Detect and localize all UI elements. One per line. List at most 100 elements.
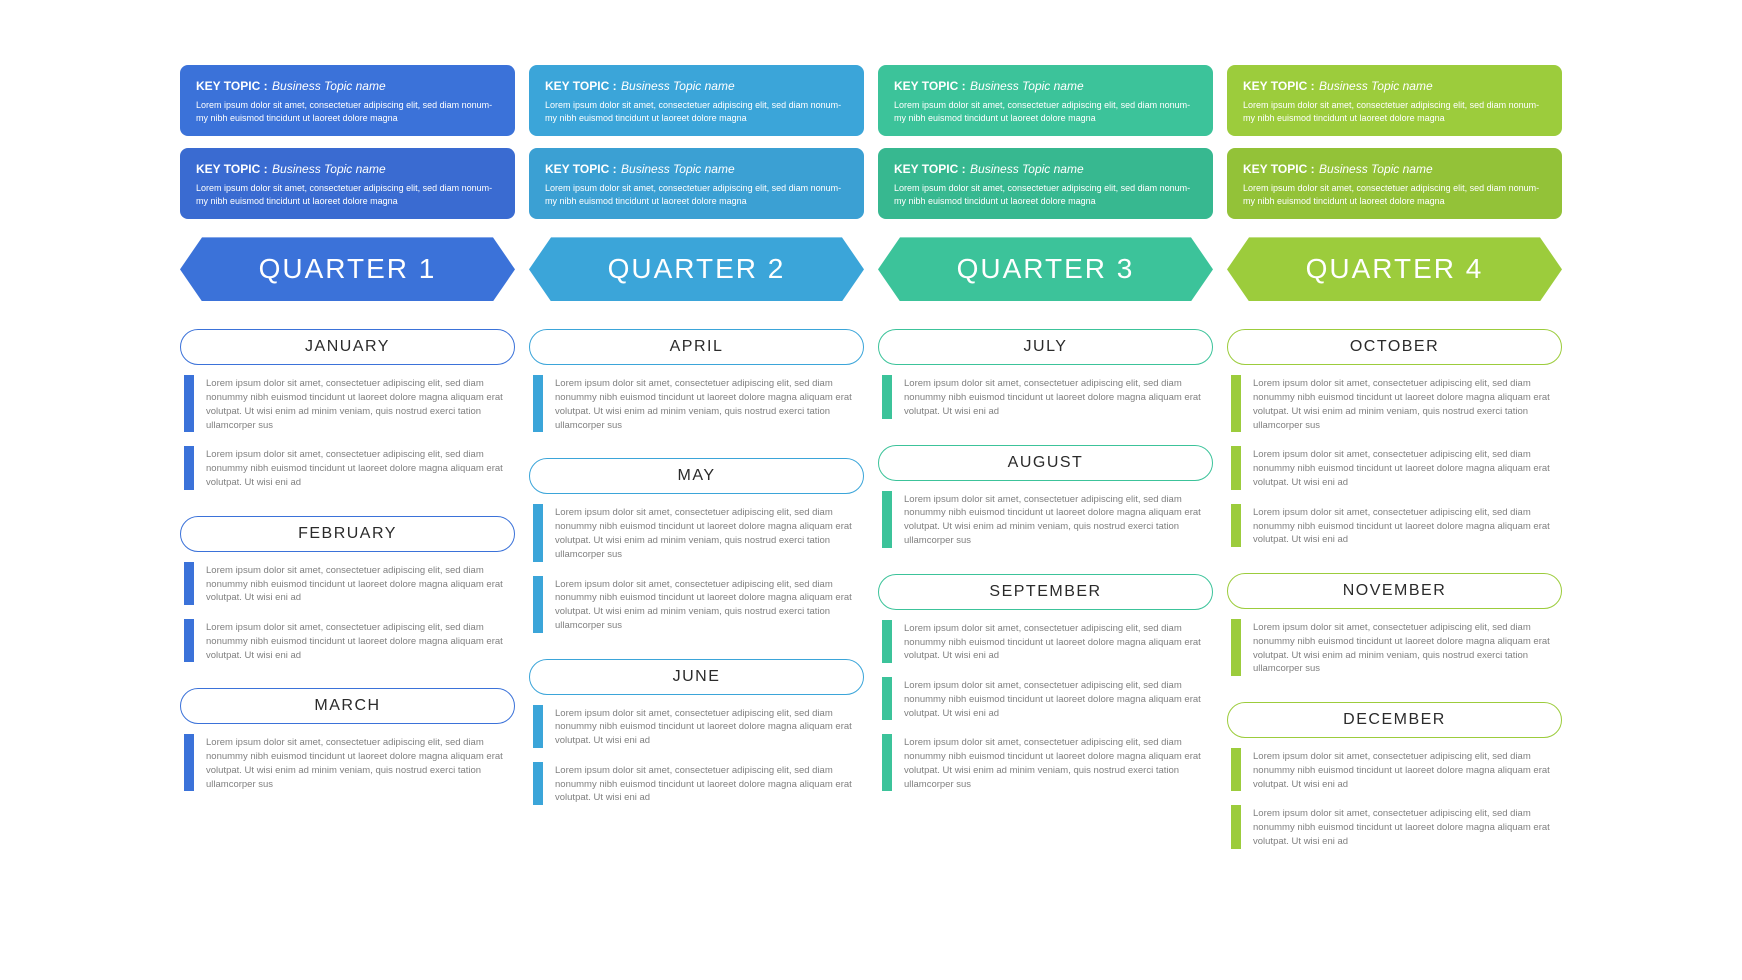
- key-topic-label: KEY TOPIC :: [894, 162, 966, 176]
- bullet-bar: [533, 762, 543, 805]
- bullet-text: Lorem ipsum dolor sit amet, consectetuer…: [206, 734, 515, 791]
- key-topic-label: KEY TOPIC :: [196, 79, 268, 93]
- bullet-text: Lorem ipsum dolor sit amet, consectetuer…: [555, 705, 864, 748]
- bullet-bar: [533, 504, 543, 561]
- bullet-bar: [184, 562, 194, 605]
- key-topic-card: KEY TOPIC : Business Topic nameLorem ips…: [1227, 65, 1562, 136]
- bullet-text: Lorem ipsum dolor sit amet, consectetuer…: [904, 491, 1213, 548]
- bullet-item: Lorem ipsum dolor sit amet, consectetuer…: [180, 375, 515, 432]
- key-topic-description: Lorem ipsum dolor sit amet, consectetuer…: [894, 182, 1197, 207]
- bullet-bar: [1231, 504, 1241, 547]
- bullet-bar: [882, 375, 892, 418]
- bullet-bar: [184, 375, 194, 432]
- key-topic-label: KEY TOPIC :: [1243, 79, 1315, 93]
- key-topic-name: Business Topic name: [621, 79, 735, 93]
- bullet-item: Lorem ipsum dolor sit amet, consectetuer…: [1227, 748, 1562, 791]
- bullet-bar: [184, 734, 194, 791]
- key-topic-card: KEY TOPIC : Business Topic name Lorem ips…: [1227, 148, 1562, 219]
- bullet-bar: [184, 446, 194, 489]
- bullet-item: Lorem ipsum dolor sit amet, consectetuer…: [529, 705, 864, 748]
- bullet-item: Lorem ipsum dolor sit amet, consectetuer…: [180, 734, 515, 791]
- quarterly-roadmap: KEY TOPIC : Business Topic name Lorem ips…: [180, 65, 1562, 863]
- bullet-text: Lorem ipsum dolor sit amet, consectetuer…: [555, 576, 864, 633]
- key-topic-card: KEY TOPIC : Business Topic name Lorem ips…: [529, 148, 864, 219]
- bullet-item: Lorem ipsum dolor sit amet, consectetuer…: [878, 734, 1213, 791]
- bullet-item: Lorem ipsum dolor sit amet, consectetuer…: [1227, 504, 1562, 547]
- key-topic-name: Business Topic name: [621, 162, 735, 176]
- bullet-text: Lorem ipsum dolor sit amet, consectetuer…: [555, 504, 864, 561]
- bullet-item: Lorem ipsum dolor sit amet, consectetuer…: [180, 562, 515, 605]
- bullet-item: Lorem ipsum dolor sit amet, consectetuer…: [1227, 446, 1562, 489]
- quarter-column-4: KEY TOPIC : Business Topic name Lorem ips…: [1227, 65, 1562, 863]
- bullet-bar: [184, 619, 194, 662]
- month-pill: AUGUST: [878, 445, 1213, 481]
- month-pill: OCTOBER: [1227, 329, 1562, 365]
- bullet-bar: [1231, 748, 1241, 791]
- quarter-arrow: QUARTER 1: [180, 237, 515, 301]
- bullet-item: Lorem ipsum dolor sit amet, consectetuer…: [180, 446, 515, 489]
- quarter-column-2: KEY TOPIC : Business Topic name Lorem ips…: [529, 65, 864, 863]
- quarter-label: QUARTER 4: [1306, 253, 1484, 285]
- bullet-bar: [533, 576, 543, 633]
- bullet-bar: [882, 677, 892, 720]
- month-pill: APRIL: [529, 329, 864, 365]
- bullet-item: Lorem ipsum dolor sit amet, consectetuer…: [529, 762, 864, 805]
- key-topic-description: Lorem ipsum dolor sit amet, consectetuer…: [196, 99, 499, 124]
- bullet-text: Lorem ipsum dolor sit amet, consectetuer…: [1253, 619, 1562, 676]
- key-topic-description: Lorem ipsum dolor sit amet, consectetuer…: [545, 99, 848, 124]
- key-topic-card: KEY TOPIC : Business Topic name Lorem ips…: [180, 65, 515, 136]
- bullet-item: Lorem ipsum dolor sit amet, consectetuer…: [878, 491, 1213, 548]
- key-topic-card: KEY TOPIC : Business Topic nameLorem ips…: [180, 148, 515, 219]
- quarter-arrow: QUARTER 3: [878, 237, 1213, 301]
- key-topic-description: Lorem ipsum dolor sit amet, consectetuer…: [196, 182, 499, 207]
- bullet-text: Lorem ipsum dolor sit amet, consectetuer…: [904, 677, 1213, 720]
- bullet-bar: [533, 705, 543, 748]
- key-topic-name: Business Topic name: [1319, 162, 1433, 176]
- bullet-text: Lorem ipsum dolor sit amet, consectetuer…: [555, 762, 864, 805]
- key-topic-description: Lorem ipsum dolor sit amet, consectetuer…: [894, 99, 1197, 124]
- month-pill: JUNE: [529, 659, 864, 695]
- key-topic-description: Lorem ipsum dolor sit amet, consectetuer…: [1243, 182, 1546, 207]
- key-topic-label: KEY TOPIC :: [1243, 162, 1315, 176]
- bullet-text: Lorem ipsum dolor sit amet, consectetuer…: [206, 619, 515, 662]
- quarter-arrow: QUARTER 4: [1227, 237, 1562, 301]
- bullet-bar: [1231, 446, 1241, 489]
- quarter-arrow: QUARTER 2: [529, 237, 864, 301]
- key-topic-label: KEY TOPIC :: [545, 79, 617, 93]
- key-topic-label: KEY TOPIC :: [545, 162, 617, 176]
- bullet-bar: [882, 734, 892, 791]
- month-pill: MAY: [529, 458, 864, 494]
- bullet-item: Lorem ipsum dolor sit amet, consectetuer…: [1227, 619, 1562, 676]
- month-pill: JULY: [878, 329, 1213, 365]
- bullet-text: Lorem ipsum dolor sit amet, consectetuer…: [206, 446, 515, 489]
- bullet-item: Lorem ipsum dolor sit amet, consectetuer…: [529, 576, 864, 633]
- bullet-text: Lorem ipsum dolor sit amet, consectetuer…: [1253, 748, 1562, 791]
- month-pill: MARCH: [180, 688, 515, 724]
- bullet-text: Lorem ipsum dolor sit amet, consectetuer…: [206, 562, 515, 605]
- bullet-item: Lorem ipsum dolor sit amet, consectetuer…: [1227, 375, 1562, 432]
- key-topic-name: Business Topic name: [272, 79, 386, 93]
- key-topic-card: KEY TOPIC : Business Topic name Lorem ips…: [529, 65, 864, 136]
- month-pill: FEBRUARY: [180, 516, 515, 552]
- bullet-bar: [1231, 619, 1241, 676]
- bullet-text: Lorem ipsum dolor sit amet, consectetuer…: [1253, 446, 1562, 489]
- bullet-item: Lorem ipsum dolor sit amet, consectetuer…: [529, 504, 864, 561]
- quarter-label: QUARTER 1: [259, 253, 437, 285]
- month-pill: DECEMBER: [1227, 702, 1562, 738]
- bullet-bar: [1231, 375, 1241, 432]
- key-topic-card: KEY TOPIC : Business Topic nameLorem ips…: [878, 65, 1213, 136]
- bullet-item: Lorem ipsum dolor sit amet, consectetuer…: [529, 375, 864, 432]
- bullet-item: Lorem ipsum dolor sit amet, consectetuer…: [878, 375, 1213, 418]
- bullet-text: Lorem ipsum dolor sit amet, consectetuer…: [904, 734, 1213, 791]
- bullet-bar: [882, 620, 892, 663]
- bullet-item: Lorem ipsum dolor sit amet, consectetuer…: [1227, 805, 1562, 848]
- bullet-bar: [1231, 805, 1241, 848]
- key-topic-name: Business Topic name: [970, 162, 1084, 176]
- bullet-text: Lorem ipsum dolor sit amet, consectetuer…: [904, 375, 1213, 418]
- bullet-text: Lorem ipsum dolor sit amet, consectetuer…: [1253, 805, 1562, 848]
- bullet-item: Lorem ipsum dolor sit amet, consectetuer…: [180, 619, 515, 662]
- month-pill: SEPTEMBER: [878, 574, 1213, 610]
- key-topic-description: Lorem ipsum dolor sit amet, consectetuer…: [545, 182, 848, 207]
- bullet-bar: [882, 491, 892, 548]
- quarter-column-3: KEY TOPIC : Business Topic name Lorem ips…: [878, 65, 1213, 863]
